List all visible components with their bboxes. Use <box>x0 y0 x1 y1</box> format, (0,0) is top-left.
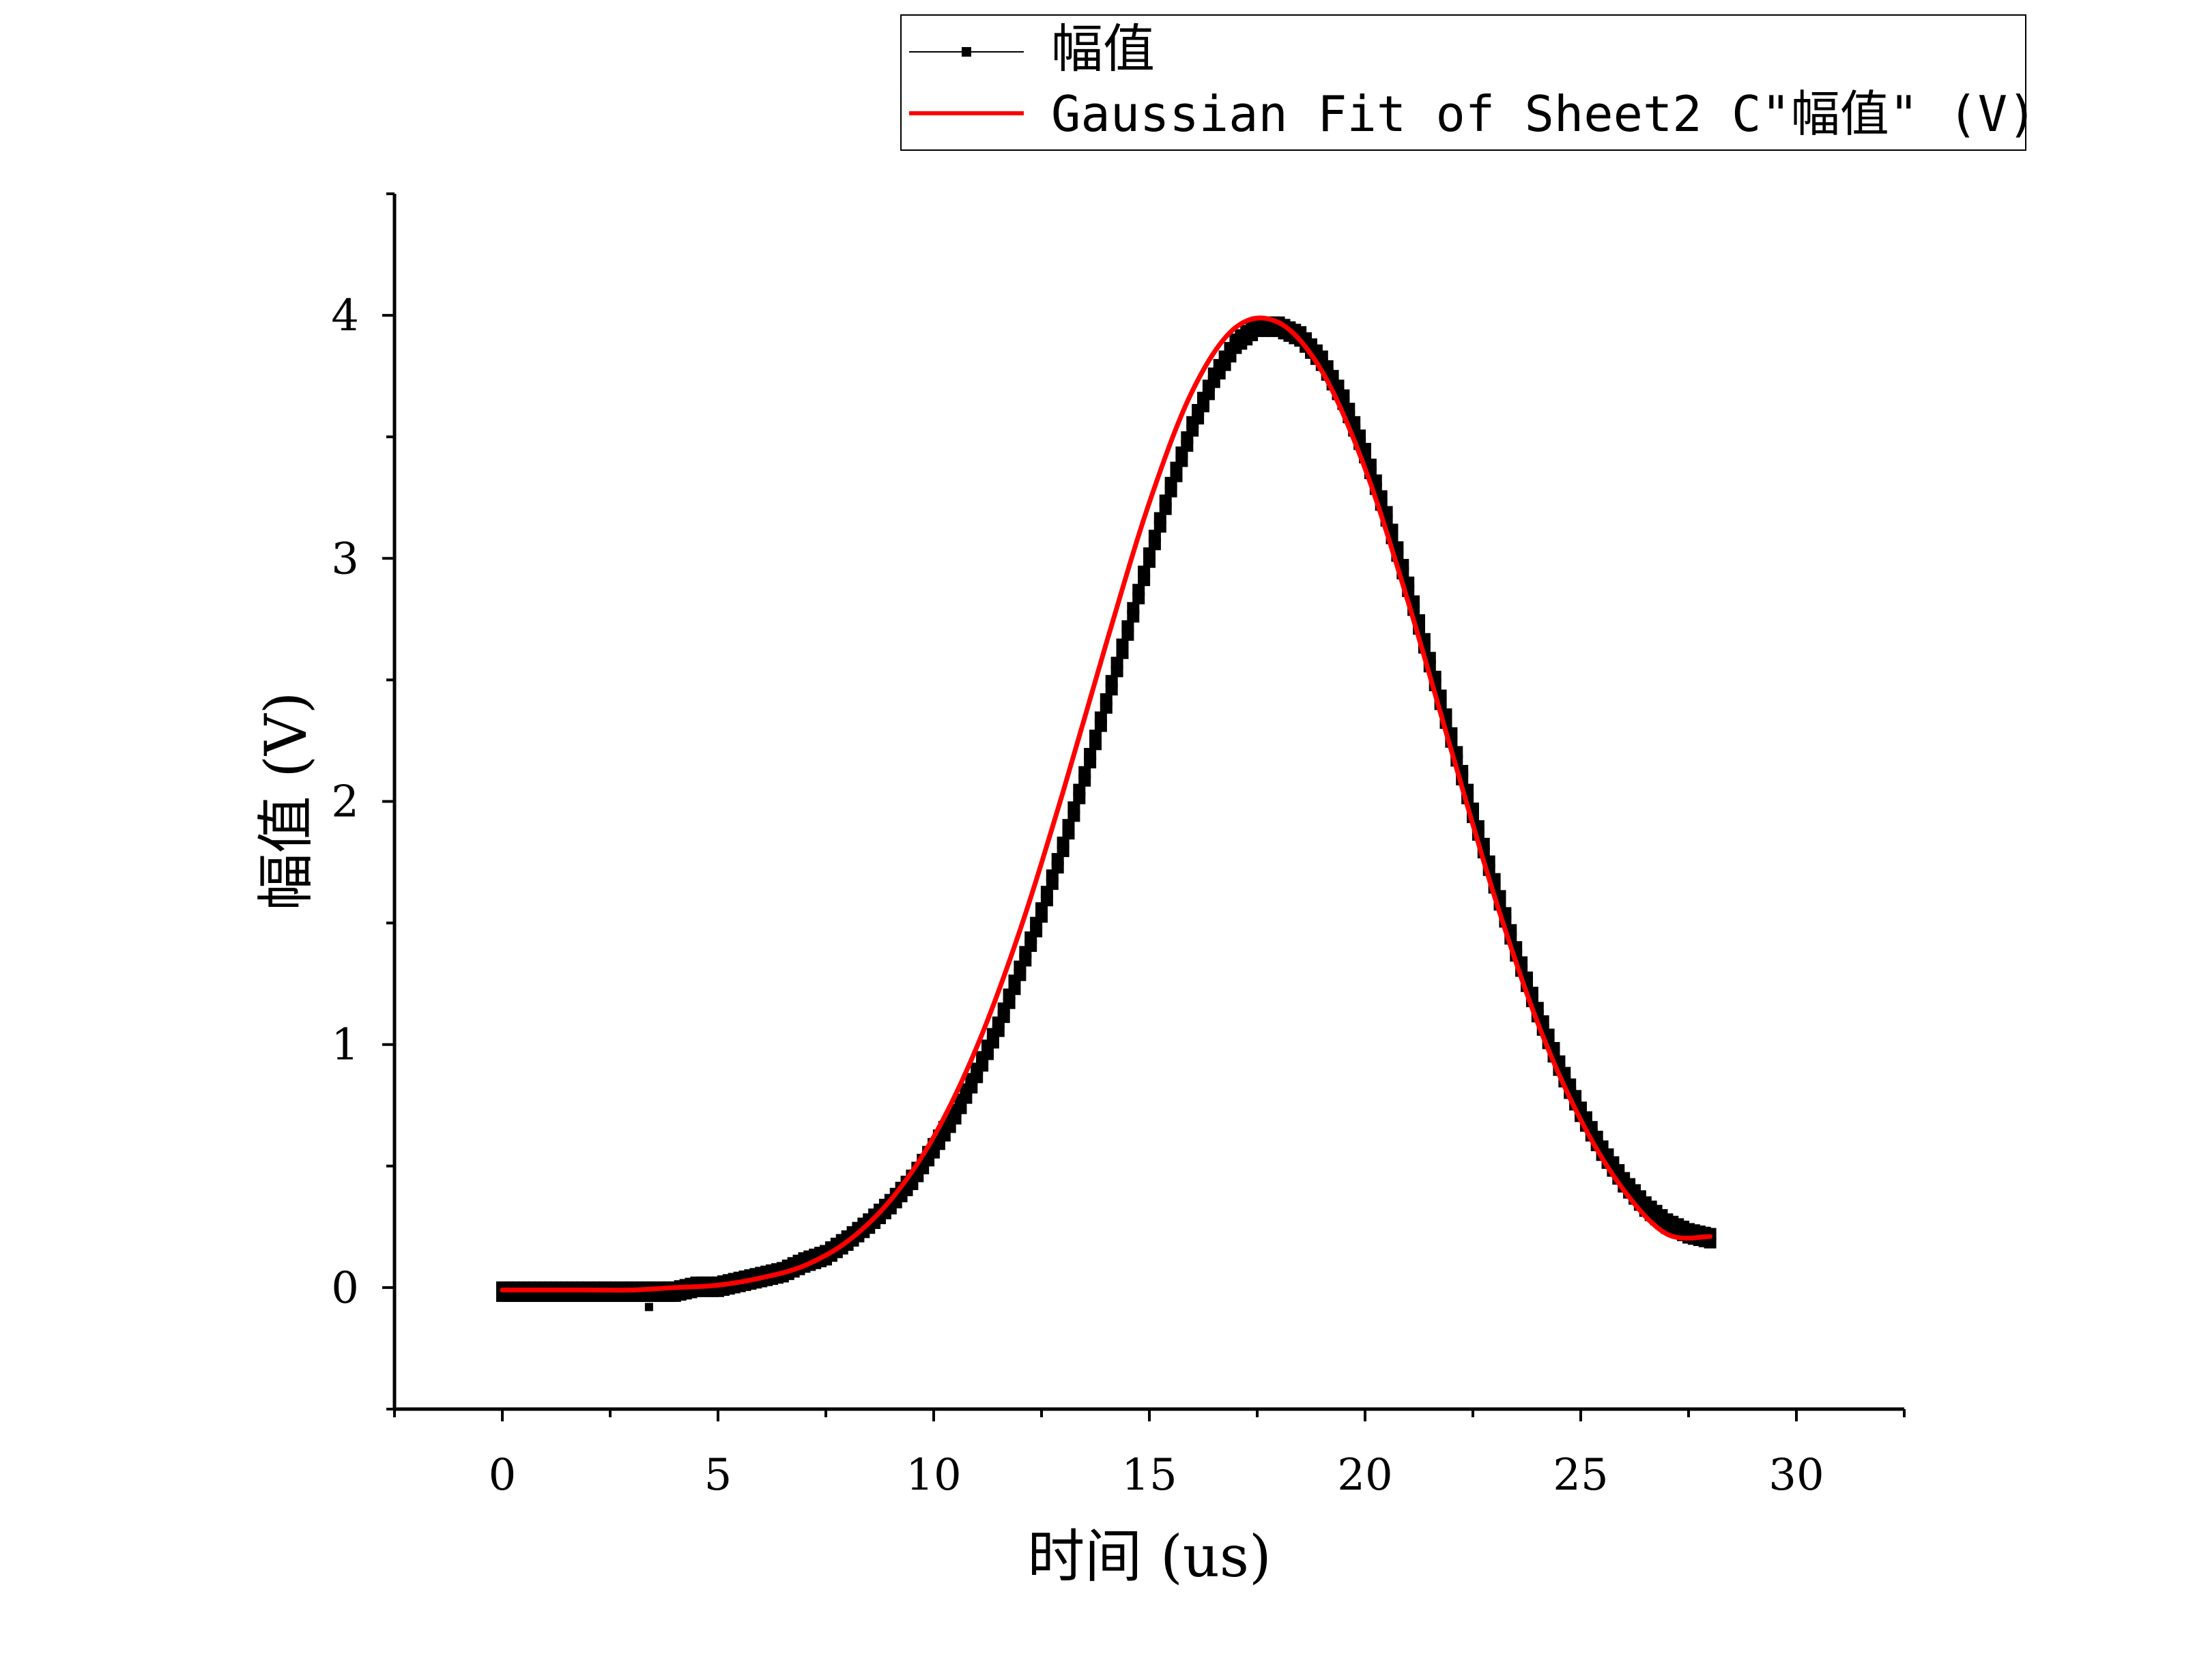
gaussian-fit-line <box>500 315 1713 1293</box>
x-tick-label: 15 <box>1121 1450 1177 1501</box>
data-point-marker <box>1197 400 1209 413</box>
y-tick-label: 1 <box>331 1020 359 1071</box>
data-point-marker <box>1170 469 1183 482</box>
data-point-marker <box>1030 925 1043 938</box>
data-point-marker <box>960 1091 973 1104</box>
data-point-marker <box>1008 983 1021 996</box>
data-point-marker <box>1035 910 1048 923</box>
data-point-marker <box>1116 646 1129 659</box>
data-point-marker <box>1046 878 1059 890</box>
data-point-marker <box>1094 719 1107 732</box>
legend: 幅值 Gaussian Fit of Sheet2 C"幅值" (V) <box>900 14 2037 151</box>
raw-data-markers <box>496 316 1717 1312</box>
data-point-marker <box>1062 827 1075 840</box>
data-point-marker <box>1084 756 1097 769</box>
x-tick-label: 10 <box>906 1450 961 1501</box>
data-point-marker <box>1153 520 1166 533</box>
data-point-marker <box>1127 610 1140 623</box>
data-point-marker <box>986 1036 999 1049</box>
data-point-marker <box>1003 996 1016 1009</box>
data-point-marker <box>1186 424 1199 437</box>
data-point-marker <box>949 1112 962 1125</box>
data-point-marker <box>976 1059 989 1072</box>
x-tick-label: 30 <box>1768 1450 1824 1501</box>
data-point-marker <box>1040 894 1053 907</box>
data-point-marker <box>1164 484 1177 497</box>
y-tick-label: 4 <box>331 291 359 341</box>
data-point-marker <box>1105 683 1118 696</box>
y-tick-label: 3 <box>331 534 359 584</box>
tick-labels: 0 5 10 15 20 25 30 0 1 2 3 4 <box>331 291 1824 1501</box>
data-point-marker <box>1175 454 1188 467</box>
data-point-marker <box>1148 538 1161 551</box>
legend-label-raw: 幅值 <box>1051 18 1155 79</box>
data-point-marker <box>992 1024 1005 1037</box>
data-point-marker <box>1057 845 1070 858</box>
data-point-marker <box>997 1011 1010 1024</box>
data-point-marker <box>1078 774 1091 787</box>
data-point-marker <box>1202 388 1215 401</box>
data-point-marker <box>1100 701 1113 714</box>
data-point-marker <box>1704 1236 1717 1249</box>
data-point-marker <box>1014 968 1027 981</box>
data-point-marker <box>1067 809 1080 822</box>
data-point-marker <box>1121 628 1134 641</box>
y-tick-label: 2 <box>331 777 359 828</box>
data-point-marker <box>1159 502 1172 515</box>
data-point-marker <box>1051 861 1064 874</box>
y-tick-label: 0 <box>331 1263 359 1314</box>
x-tick-label: 0 <box>489 1450 517 1501</box>
data-point-marker <box>1019 954 1032 967</box>
x-tick-label: 25 <box>1553 1450 1608 1501</box>
axes: 0 5 10 15 20 25 30 0 1 2 3 4 <box>331 192 1906 1501</box>
data-point-marker <box>1181 439 1194 452</box>
data-point-marker <box>954 1101 967 1114</box>
data-point-marker <box>1132 592 1145 605</box>
y-axis-title: 幅值 (V) <box>253 692 319 911</box>
x-tick-label: 5 <box>704 1450 732 1501</box>
data-point-marker <box>1192 412 1205 425</box>
data-point-marker <box>981 1047 994 1060</box>
x-tick-label: 20 <box>1337 1450 1392 1501</box>
data-point-marker <box>971 1071 984 1084</box>
data-point-marker <box>1110 665 1123 678</box>
data-point-marker <box>644 1303 653 1312</box>
ticks <box>382 192 1906 1421</box>
data-point-marker <box>1024 939 1037 952</box>
data-point-marker <box>1073 792 1086 805</box>
legend-box <box>900 14 2026 151</box>
data-point-marker <box>1089 738 1102 751</box>
data-point-marker <box>1143 555 1156 568</box>
data-point-marker <box>965 1081 978 1094</box>
legend-swatch-raw-marker <box>962 47 971 57</box>
data-point-marker <box>1138 573 1151 586</box>
legend-label-fit: Gaussian Fit of Sheet2 C"幅值" (V) <box>1051 85 2037 143</box>
x-axis-title: 时间 (us) <box>1027 1523 1271 1590</box>
